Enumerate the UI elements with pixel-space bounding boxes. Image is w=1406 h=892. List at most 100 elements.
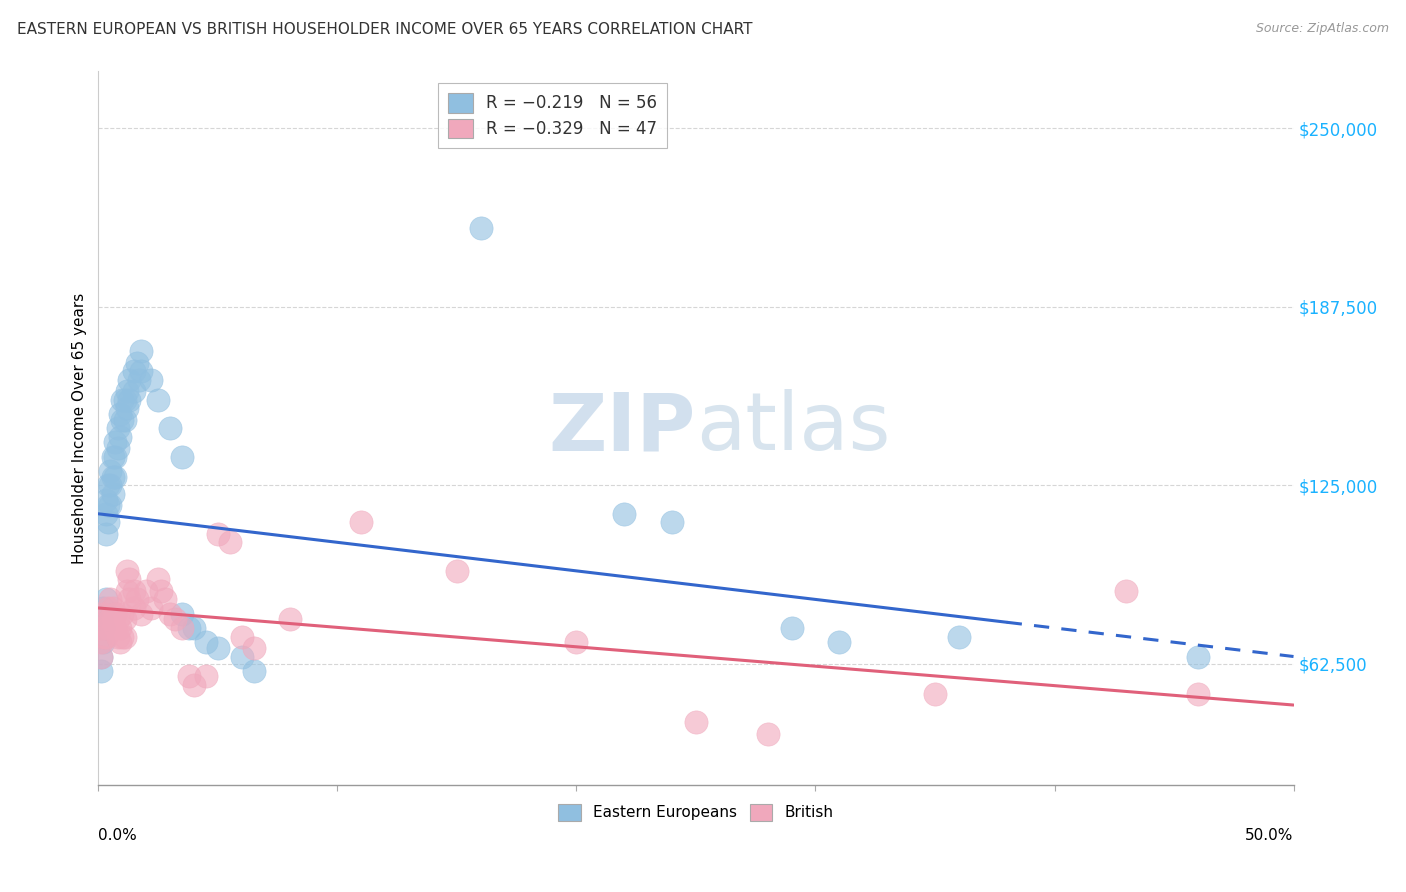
Point [90,621,112,635]
Text: atlas: atlas [696,389,890,467]
Point [90,649,112,664]
Point [107,630,129,644]
Legend: Eastern Europeans, British: Eastern Europeans, British [553,797,839,827]
Point [125,592,148,607]
Point [98,478,122,492]
Point [115,384,138,398]
Point [118,573,141,587]
Point [114,412,136,426]
Point [91,607,114,621]
Point [159,607,181,621]
Point [104,435,127,450]
Point [948,630,970,644]
Point [107,441,129,455]
Point [104,621,127,635]
Point [118,373,141,387]
Point [91,630,114,644]
Point [172,607,194,621]
Point [163,612,186,626]
Point [148,573,170,587]
Point [828,635,851,649]
Point [685,715,707,730]
Point [108,621,131,635]
Point [131,607,153,621]
Point [207,526,229,541]
Point [107,421,129,435]
Point [183,621,205,635]
Point [94,592,117,607]
Point [90,635,112,649]
Point [1115,583,1137,598]
Point [172,450,194,464]
Point [780,621,803,635]
Point [101,487,124,501]
Point [128,373,150,387]
Point [124,601,146,615]
Point [94,507,117,521]
Point [104,607,127,621]
Point [108,430,131,444]
Point [446,564,468,578]
Point [118,592,141,607]
Point [114,392,136,407]
Point [195,669,218,683]
Point [350,516,373,530]
Point [1187,687,1209,701]
Point [924,687,946,701]
Point [94,612,117,626]
Point [108,635,131,649]
Point [243,664,266,678]
Point [179,621,201,635]
Point [231,649,253,664]
Y-axis label: Householder Income Over 65 years: Householder Income Over 65 years [72,293,87,564]
Text: 0.0%: 0.0% [98,828,138,843]
Point [756,726,779,740]
Point [97,621,120,635]
Point [565,635,588,649]
Point [111,607,134,621]
Point [179,669,201,683]
Point [98,592,122,607]
Point [139,373,162,387]
Point [111,412,134,426]
Point [148,392,170,407]
Point [243,640,266,655]
Point [118,392,141,407]
Point [207,640,229,655]
Point [91,601,114,615]
Point [97,516,120,530]
Point [172,621,194,635]
Point [125,355,148,369]
Point [131,364,153,378]
Point [94,492,117,507]
Point [115,583,138,598]
Point [114,630,136,644]
Point [124,364,146,378]
Point [131,344,153,359]
Point [149,583,172,598]
Point [1187,649,1209,664]
Point [183,678,205,692]
Point [111,392,134,407]
Point [108,407,131,421]
Point [91,635,114,649]
Point [111,630,134,644]
Point [104,469,127,483]
Point [107,612,129,626]
Point [90,649,112,664]
Point [97,601,120,615]
Point [613,507,636,521]
Point [278,612,301,626]
Point [155,592,177,607]
Point [101,469,124,483]
Point [97,478,120,492]
Text: Source: ZipAtlas.com: Source: ZipAtlas.com [1256,22,1389,36]
Point [661,516,683,530]
Point [135,583,157,598]
Point [195,635,218,649]
Point [139,601,162,615]
Point [101,450,124,464]
Point [124,384,146,398]
Point [114,612,136,626]
Point [101,612,124,626]
